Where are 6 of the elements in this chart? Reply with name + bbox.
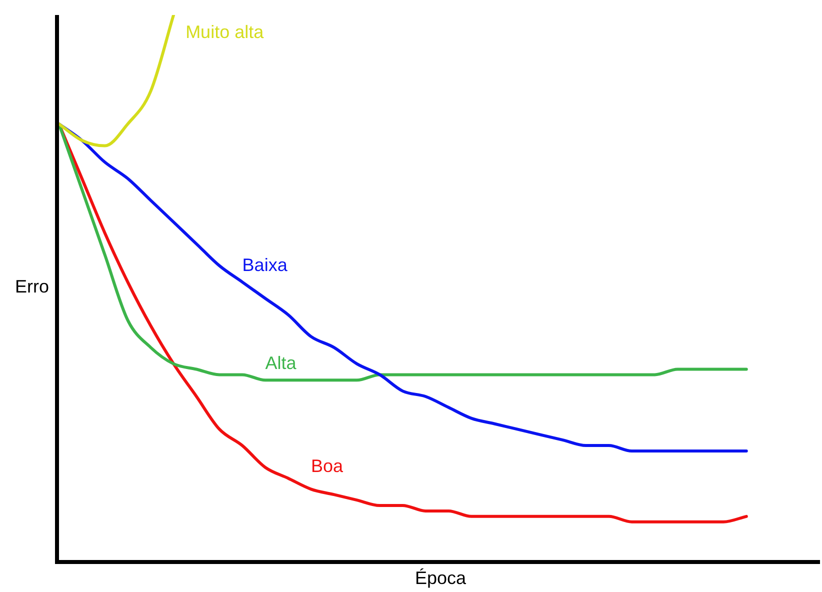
x-axis-title: Época [414, 568, 468, 588]
series-label: Muito alta [186, 22, 265, 42]
y-axis-title: Erro [14, 276, 49, 296]
series-label: Alta [265, 353, 298, 374]
series-label: Boa [311, 456, 344, 476]
series-label: Baixa [242, 255, 288, 276]
